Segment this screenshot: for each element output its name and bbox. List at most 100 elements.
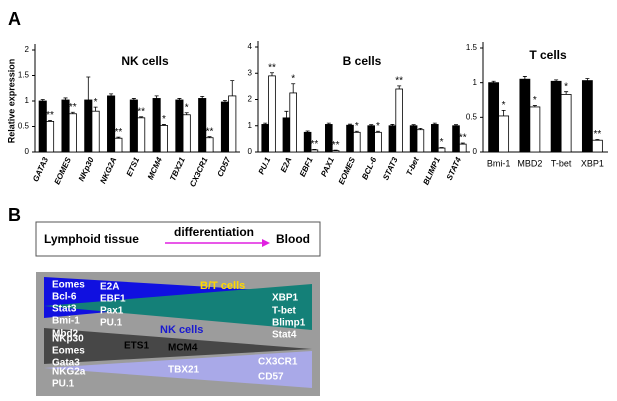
significance: ** — [395, 75, 403, 86]
bar — [529, 106, 541, 153]
bar — [437, 147, 446, 153]
bar — [91, 110, 100, 153]
x-tick-label: Bmi-1 — [487, 158, 511, 168]
gene: PU.1 — [100, 318, 123, 329]
y-tick-label: 1.5 — [18, 71, 30, 80]
x-tick-label: XBP1 — [581, 158, 604, 168]
significance: ** — [593, 129, 601, 140]
bar — [550, 80, 562, 153]
chart-title: NK cells — [121, 54, 169, 68]
x-tick-label: MCM4 — [146, 155, 164, 181]
panel-label: A — [8, 9, 21, 29]
bar — [175, 99, 184, 153]
error-bar — [595, 139, 600, 141]
significance: ** — [310, 139, 318, 150]
bar — [282, 117, 291, 153]
error-bar — [411, 124, 416, 126]
error-bar — [269, 72, 274, 76]
error-bar — [70, 111, 75, 114]
significance: ** — [332, 140, 340, 151]
y-tick-label: 3 — [248, 68, 253, 77]
x-tick-label: CD57 — [216, 155, 233, 178]
y-tick-label: 1.5 — [466, 43, 478, 52]
error-bar — [40, 99, 45, 101]
bar — [137, 117, 146, 153]
significance: * — [185, 102, 189, 113]
bt-triangle — [44, 284, 312, 330]
gene: Stat4 — [272, 330, 297, 341]
bar — [431, 124, 439, 153]
error-bar — [93, 106, 98, 112]
gene: NKp30 — [52, 334, 84, 345]
error-bar — [86, 76, 91, 100]
significance: ** — [206, 126, 214, 137]
bar — [560, 94, 572, 153]
significance: * — [376, 121, 380, 132]
x-tick-label: BLIMP1 — [421, 155, 442, 186]
error-bar — [109, 93, 114, 96]
gene: Bcl-6 — [52, 292, 77, 303]
x-tick-label: NKp30 — [77, 155, 96, 182]
error-bar — [501, 110, 506, 116]
gene: T-bet — [272, 306, 297, 317]
error-bar — [131, 98, 136, 100]
error-bar — [312, 148, 317, 150]
bar — [114, 137, 123, 153]
error-bar — [369, 124, 374, 126]
gene: Mbd2 — [52, 329, 79, 340]
error-bar — [177, 98, 182, 100]
significance: ** — [137, 106, 145, 117]
error-bar — [161, 124, 166, 126]
bar — [581, 80, 593, 153]
error-bar — [532, 105, 537, 107]
gene: ETS1 — [124, 341, 149, 352]
y-tick-label: 0.5 — [466, 112, 478, 121]
gene: Stat3 — [52, 304, 77, 315]
bar — [289, 92, 297, 153]
x-tick-label: MBD2 — [517, 158, 542, 168]
bar — [205, 137, 214, 153]
error-bar — [439, 147, 444, 149]
bar — [409, 125, 418, 153]
box-text: Lymphoid tissue — [44, 232, 139, 246]
error-bar — [263, 122, 268, 125]
bar — [182, 114, 191, 153]
x-tick-label: GATA3 — [31, 155, 50, 183]
error-bar — [284, 110, 289, 118]
bar — [268, 75, 276, 153]
significance: * — [533, 95, 537, 106]
bar — [228, 95, 237, 153]
gene: Pax1 — [100, 306, 124, 317]
x-tick-label: PAX1 — [319, 155, 336, 178]
x-tick-label: EOMES — [53, 155, 74, 186]
y-tick-label: 4 — [248, 42, 253, 51]
error-bar — [454, 124, 459, 126]
error-bar — [397, 85, 402, 89]
significance: * — [440, 137, 444, 148]
bar — [107, 95, 116, 153]
y-tick-label: 2 — [25, 45, 30, 54]
group-title: NK cells — [160, 324, 203, 336]
error-bar — [48, 119, 53, 122]
gene: EBF1 — [100, 294, 126, 305]
error-bar — [305, 130, 310, 133]
x-tick-label: PU.1 — [257, 155, 273, 175]
bar — [367, 125, 376, 153]
x-tick-label: EBF1 — [298, 155, 315, 178]
gene: NKG2a — [52, 367, 86, 378]
y-tick-label: 1 — [248, 121, 253, 130]
error-bar — [418, 127, 423, 130]
x-tick-label: BCL-6 — [360, 155, 378, 181]
error-bar — [326, 122, 331, 125]
x-tick-label: T-bet — [551, 158, 572, 168]
y-axis-label: Relative expression — [6, 59, 16, 144]
box-text: differentiation — [174, 225, 254, 239]
x-tick-label: CX3CR1 — [188, 155, 210, 188]
y-tick-label: 2 — [248, 95, 253, 104]
error-bar — [291, 83, 296, 93]
error-bar — [348, 123, 353, 126]
bar — [45, 121, 55, 153]
error-bar — [184, 112, 189, 115]
y-tick-label: 0 — [25, 147, 30, 156]
significance: ** — [268, 62, 276, 73]
